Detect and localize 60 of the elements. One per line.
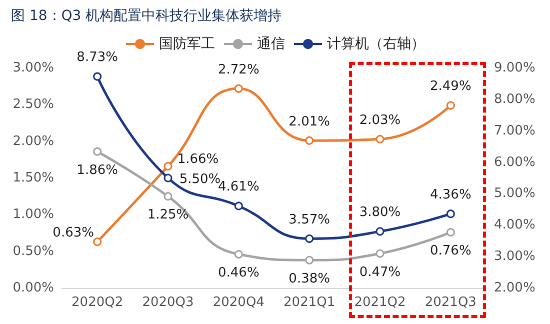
y-tick-label: 0.50% (12, 244, 54, 259)
point (93, 238, 102, 246)
y2-tick-label: 3.00% (494, 249, 536, 264)
y-tick-label: 0.00% (12, 280, 54, 296)
point (93, 72, 102, 81)
data-label: 1.25% (147, 208, 189, 223)
legend-label: 计算机（右轴） (327, 36, 425, 52)
x-tick-label: 2021Q2 (354, 295, 406, 310)
data-label: 0.76% (430, 244, 472, 259)
x-tick-label: 2021Q3 (424, 295, 476, 310)
data-label: 2.49% (430, 79, 472, 94)
data-label: 2.01% (288, 114, 330, 130)
point (305, 136, 314, 145)
y-tick-label: 1.00% (12, 207, 54, 222)
point (234, 250, 243, 259)
data-label: 4.61% (218, 180, 260, 195)
point (305, 234, 314, 243)
y2-tick-label: 9.00% (494, 60, 536, 76)
point (376, 134, 384, 144)
data-label: 0.47% (359, 264, 401, 280)
x-tick-label: 2020Q3 (142, 295, 194, 310)
point (376, 227, 384, 236)
y2-tick-label: 5.00% (494, 186, 536, 202)
y-tick-label: 2.00% (12, 134, 54, 149)
data-label: 0.46% (218, 266, 260, 281)
data-label: 4.36% (430, 188, 472, 203)
point (376, 249, 384, 258)
y2-tick-label: 8.00% (494, 92, 536, 107)
data-label: 0.38% (288, 271, 330, 286)
y-tick-label: 2.50% (12, 97, 54, 112)
point (164, 192, 172, 201)
y2-tick-label: 6.00% (494, 154, 536, 170)
point (164, 174, 172, 182)
data-label: 2.03% (359, 112, 401, 128)
y-tick-label: 3.00% (12, 60, 54, 76)
point (446, 228, 455, 237)
data-label: 8.73% (76, 50, 118, 66)
point (446, 210, 455, 218)
data-label: 3.80% (359, 205, 401, 220)
legend-label: 国防军工 (159, 36, 215, 52)
y-tick-label: 1.50% (12, 170, 54, 186)
point (305, 256, 314, 264)
point (446, 101, 455, 110)
y2-tick-label: 2.00% (494, 280, 536, 296)
x-tick-label: 2020Q2 (72, 295, 124, 310)
y2-tick-label: 4.00% (494, 218, 536, 233)
data-label: 2.72% (218, 62, 260, 78)
point (164, 162, 172, 171)
x-tick-label: 2020Q4 (212, 295, 264, 310)
point (93, 147, 102, 156)
legend-label: 通信 (257, 36, 285, 52)
x-tick-label: 2021Q1 (284, 295, 336, 310)
chart-title: 图 18：Q3 机构配置中科技行业集体获增持 (11, 8, 282, 24)
data-label: 0.63% (52, 226, 94, 241)
data-label: 3.57% (288, 212, 330, 228)
data-label: 1.86% (76, 162, 118, 178)
point (234, 84, 243, 93)
y2-tick-label: 7.00% (494, 123, 536, 138)
data-label: 1.66% (177, 152, 219, 168)
point (234, 202, 243, 210)
